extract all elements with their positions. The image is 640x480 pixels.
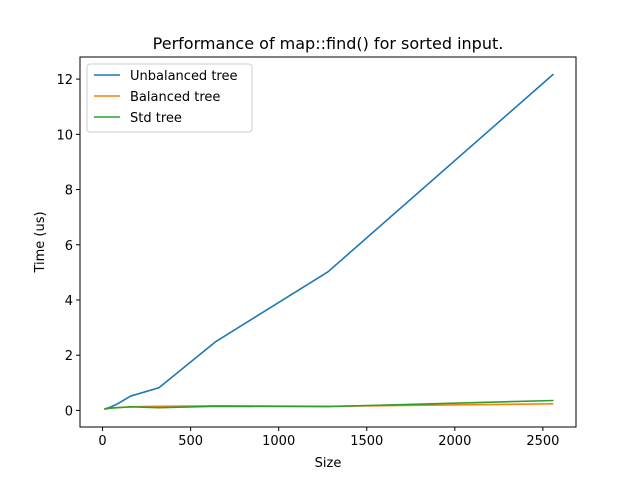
legend-box (86, 63, 253, 133)
legend: Unbalanced tree Balanced tree Std tree (86, 63, 253, 133)
y-tick-label: 10 (56, 128, 73, 143)
series-layer (104, 73, 554, 410)
y-tick-label: 6 (65, 239, 73, 254)
y-tick-label: 8 (65, 184, 73, 199)
y-axis-label: Time (us) (33, 211, 48, 273)
x-tick-label: 1500 (350, 434, 383, 449)
x-axis-ticks: 0 500 1000 1500 2000 2500 (98, 427, 559, 449)
y-tick-label: 12 (56, 73, 73, 88)
y-tick-label: 0 (65, 404, 73, 419)
x-axis-label: Size (315, 456, 342, 471)
x-tick-label: 2500 (526, 434, 559, 449)
y-tick-label: 2 (65, 349, 73, 364)
y-tick-label: 4 (65, 294, 73, 309)
x-tick-label: 500 (178, 434, 203, 449)
legend-label-balanced-tree: Balanced tree (130, 90, 220, 105)
x-tick-label: 0 (98, 434, 106, 449)
series-line-std-tree (104, 399, 554, 410)
y-axis-ticks: 0 2 4 6 8 10 12 (56, 73, 80, 419)
legend-label-std-tree: Std tree (130, 111, 182, 126)
x-tick-label: 1000 (262, 434, 295, 449)
chart-title: Performance of map::find() for sorted in… (153, 34, 504, 53)
legend-label-unbalanced-tree: Unbalanced tree (130, 69, 237, 84)
plot-frame (79, 56, 577, 428)
x-tick-label: 2000 (438, 434, 471, 449)
